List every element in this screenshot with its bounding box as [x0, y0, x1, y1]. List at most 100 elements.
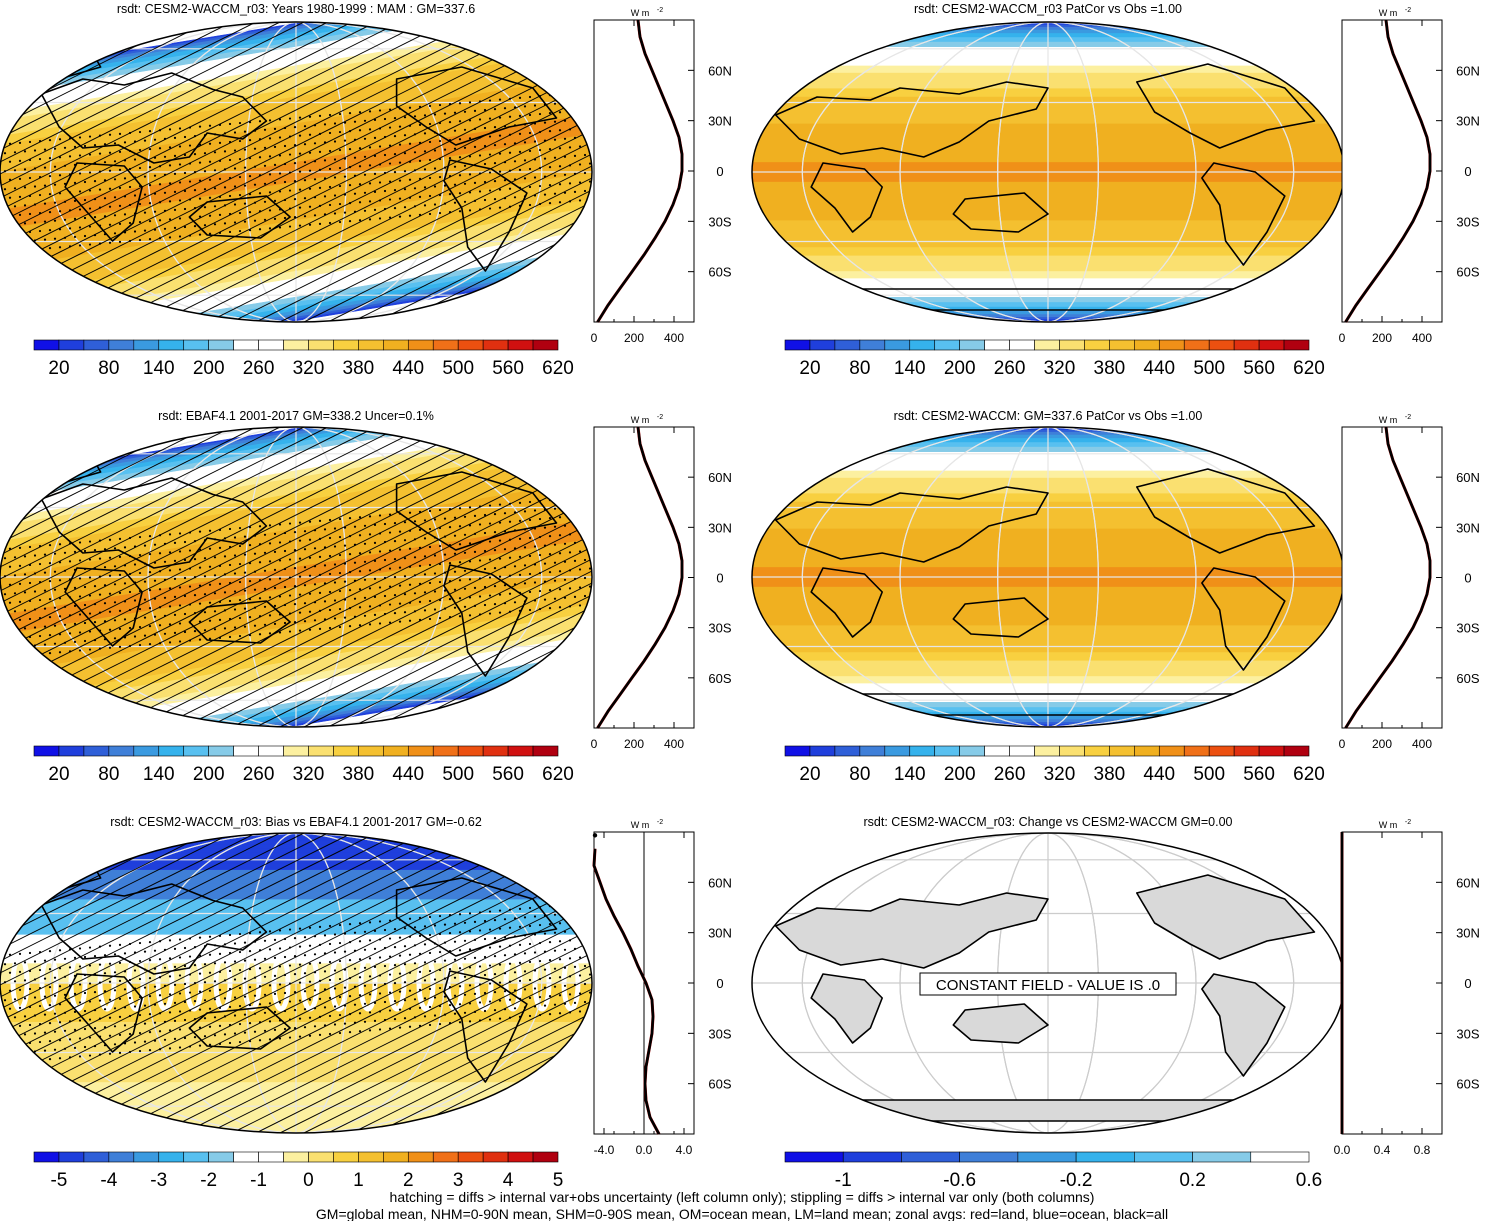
hatch-line: [207, 22, 592, 322]
stipple-dot: [503, 584, 507, 587]
stipple-dot: [388, 585, 392, 588]
stipple-dot: [338, 202, 342, 206]
stipple-dot: [113, 583, 117, 586]
stipple-dot: [43, 995, 47, 998]
stipple-dot: [463, 200, 467, 203]
stipple-dot: [133, 194, 137, 197]
stipple-dot: [128, 942, 132, 946]
stipple-dot: [163, 984, 167, 987]
stipple-dot: [543, 932, 547, 935]
stipple-dot: [48, 139, 52, 142]
stipple-dot: [148, 148, 152, 151]
stipple-dot: [38, 139, 42, 143]
colorbar-tick-label: -0.6: [943, 1170, 976, 1191]
hatch-line: [327, 427, 592, 727]
stipple-dot: [213, 574, 217, 577]
stipple-dot: [588, 531, 592, 534]
stipple-dot: [508, 169, 512, 172]
stipple-dot: [273, 550, 277, 553]
colorbar-tick-label: 320: [293, 764, 325, 785]
stipple-dot: [38, 175, 42, 179]
colorbar-tick-label: 20: [799, 358, 820, 379]
colorbar-swatch: [258, 339, 284, 351]
stipple-dot: [73, 992, 77, 995]
stipple-dot: [478, 965, 482, 968]
stipple-dot: [403, 981, 407, 984]
stipple-dot: [268, 173, 272, 176]
stipple-dot: [498, 1017, 502, 1020]
stipple-dot: [308, 1034, 312, 1037]
stipple-dot: [28, 1023, 32, 1027]
stipple-dot: [398, 125, 402, 128]
stipple-dot: [513, 565, 517, 568]
stipple-dot: [38, 157, 42, 161]
stipple-dot: [368, 569, 372, 572]
stipple-dot: [543, 121, 547, 124]
stipple-dot: [533, 545, 537, 548]
stipple-dot: [3, 1035, 7, 1038]
stipple-dot: [583, 189, 587, 193]
stipple-dot: [458, 1003, 462, 1006]
stipple-dot: [363, 984, 367, 987]
stipple-dot: [383, 135, 387, 139]
stipple-dot: [68, 1020, 72, 1023]
stipple-dot: [38, 211, 42, 215]
stipple-dot: [68, 632, 72, 635]
stipple-dot: [413, 944, 417, 947]
stipple-dot: [373, 541, 377, 544]
stipple-dot: [528, 590, 532, 594]
stipple-dot: [108, 610, 112, 613]
stipple-dot: [33, 1050, 37, 1053]
stipple-dot: [588, 108, 592, 111]
coastline: [443, 970, 528, 1083]
stipple-dot: [448, 932, 452, 935]
stipple-dot: [588, 603, 592, 606]
stipple-dot: [253, 976, 257, 979]
colorbar-swatch: [784, 339, 811, 351]
stipple-dot: [578, 568, 582, 571]
stipple-dot: [453, 976, 457, 979]
colorbar-tick-label: 0.6: [1296, 1170, 1322, 1191]
stipple-dot: [203, 224, 207, 227]
stipple-dot: [88, 1054, 92, 1057]
stipple-dot: [58, 985, 62, 988]
stipple-dot: [543, 968, 547, 971]
stipple-dot: [518, 150, 522, 153]
stipple-dot: [243, 166, 247, 169]
stipple-dot: [453, 922, 457, 925]
colorbar-swatch: [1233, 745, 1260, 757]
stipple-dot: [523, 582, 527, 585]
stipple-dot: [563, 578, 567, 581]
colorbar-swatch: [457, 1151, 484, 1163]
stipple-dot: [338, 535, 342, 539]
colorbar-swatch: [1075, 1151, 1135, 1163]
stipple-dot: [208, 971, 212, 974]
stipple-dot: [58, 579, 62, 582]
stipple-dot: [143, 580, 147, 583]
stipple-dot: [373, 559, 377, 562]
stipple-dot: [258, 633, 262, 636]
stipple-dot: [533, 599, 537, 602]
stipple-dot: [108, 646, 112, 649]
colorbar-tick-label: 80: [98, 358, 119, 379]
stipple-dot: [278, 947, 282, 950]
stipple-dot: [383, 576, 387, 580]
stipple-dot: [218, 1024, 222, 1027]
stipple-dot: [208, 1007, 212, 1010]
stipple-dot: [193, 593, 197, 597]
stipple-dot: [173, 577, 177, 580]
stipple-dot: [238, 598, 242, 602]
stipple-dot: [323, 528, 327, 531]
stipple-dot: [93, 548, 97, 552]
stipple-dot: [278, 172, 282, 175]
stipple-dot: [53, 165, 57, 168]
stipple-dot: [288, 117, 292, 120]
stipple-dot: [83, 198, 87, 202]
stipple-dot: [518, 132, 522, 135]
stipple-dot: [253, 165, 257, 168]
stipple-dot: [478, 190, 482, 193]
stipple-dot: [23, 645, 27, 648]
stipple-dot: [153, 1021, 157, 1024]
stipple-dot: [568, 921, 572, 924]
stipple-dot: [63, 146, 67, 149]
